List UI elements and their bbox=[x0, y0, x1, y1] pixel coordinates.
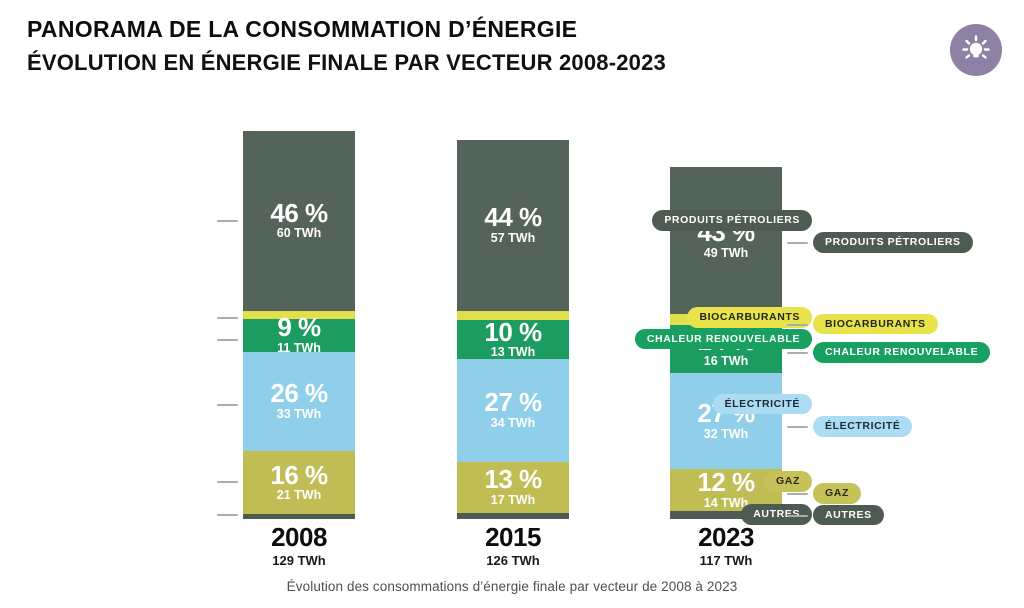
bar-segment-biocarburants-2015 bbox=[457, 311, 569, 321]
segment-twh-label: 17 TWh bbox=[490, 492, 536, 507]
segment-twh-label: 34 TWh bbox=[490, 416, 536, 431]
bar-segment-autres-2015 bbox=[457, 512, 569, 519]
chart-caption: Évolution des consommations d’énergie fi… bbox=[286, 579, 738, 594]
callout-connector-electricite-left bbox=[217, 403, 238, 406]
segment-twh-label: 60 TWh bbox=[276, 226, 322, 241]
callout-electricite-left: ÉLECTRICITÉ bbox=[712, 393, 812, 414]
segment-twh-label: 33 TWh bbox=[276, 406, 322, 421]
page-subtitle: ÉVOLUTION EN ÉNERGIE FINALE PAR VECTEUR … bbox=[27, 50, 666, 75]
callout-connector-biocarburants-right bbox=[787, 323, 808, 326]
page-title: PANORAMA DE LA CONSOMMATION D’ÉNERGIE bbox=[27, 16, 578, 42]
segment-pct-label: 9 % bbox=[277, 312, 321, 343]
lightbulb-icon bbox=[950, 24, 1002, 76]
callout-autres-left: AUTRES bbox=[741, 504, 812, 525]
segment-pct-label: 10 % bbox=[484, 316, 542, 347]
segment-twh-label: 14 TWh bbox=[703, 495, 749, 510]
callout-biocarburants-left: BIOCARBURANTS bbox=[687, 307, 812, 328]
segment-twh-label: 13 TWh bbox=[490, 345, 536, 360]
callout-chaleur-left: CHALEUR RENOUVELABLE bbox=[634, 328, 812, 349]
year-total-label: 129 TWh bbox=[272, 553, 326, 568]
callout-gaz-right: GAZ bbox=[813, 483, 861, 504]
axis-year-2008: 2008 129 TWh bbox=[219, 524, 379, 568]
segment-pct-label: 44 % bbox=[484, 202, 542, 233]
segment-twh-label: 11 TWh bbox=[277, 340, 321, 355]
bar-segment-electricite-2023: 27 %32 TWh bbox=[670, 372, 782, 470]
callout-connector-electricite-right bbox=[787, 426, 808, 428]
callout-connector-petroliers-left bbox=[217, 220, 238, 222]
bar-segment-gaz-2015: 13 % 17 TWh bbox=[457, 461, 569, 513]
bar-segment-autres-2008 bbox=[243, 514, 355, 519]
callout-petroliers-right: PRODUITS PÉTROLIERS bbox=[813, 232, 973, 253]
year-total-label: 117 TWh bbox=[699, 553, 753, 568]
bar-segment-chaleur-2008: 9 % 11 TWh bbox=[243, 314, 355, 355]
segment-pct-label: 16 % bbox=[270, 459, 328, 490]
segment-pct-label: 12 % bbox=[697, 467, 755, 498]
callout-connector-biocarburants-left bbox=[217, 317, 238, 319]
segment-twh-label: 16 TWh bbox=[703, 354, 749, 369]
callout-gaz-left: GAZ bbox=[764, 471, 812, 492]
segment-twh-label: 21 TWh bbox=[276, 488, 322, 503]
callout-connector-chaleur-right bbox=[787, 352, 808, 354]
year-label: 2008 bbox=[271, 522, 327, 552]
segment-pct-label: 13 % bbox=[484, 464, 542, 495]
bar-segment-gaz-2008: 16 % 21 TWh bbox=[243, 451, 355, 515]
year-total-label: 126 TWh bbox=[486, 553, 540, 568]
axis-year-2023: 2023 117 TWh bbox=[646, 524, 806, 568]
year-label: 2023 bbox=[698, 522, 754, 552]
callout-connector-autres-left bbox=[217, 514, 238, 516]
bar-segment-electricite-2015: 27 % 34 TWh bbox=[457, 359, 569, 462]
callout-petroliers-left: PRODUITS PÉTROLIERS bbox=[652, 210, 812, 231]
bar-2008: 46 % 60 TWh 9 % 11 TWh 26 % 33 TWh 16 % 21 TWh bbox=[243, 130, 355, 519]
bar-segment-chaleur-2015: 10 % 13 TWh bbox=[457, 316, 569, 360]
segment-pct-label: 46 % bbox=[270, 197, 328, 228]
bar-2015: 44 % 57 TWh 10 % 13 TWh 27 % 34 TWh 13 % 17 TWh bbox=[457, 139, 569, 519]
callout-chaleur-right: CHALEUR RENOUVELABLE bbox=[813, 342, 991, 363]
segment-twh-label: 32 TWh bbox=[703, 426, 749, 441]
bar-segment-petroliers-2008: 46 % 60 TWh bbox=[243, 130, 355, 312]
callout-connector-gaz-left bbox=[217, 481, 238, 483]
callout-connector-chaleur-left bbox=[217, 338, 238, 341]
callout-connector-petroliers-right bbox=[787, 242, 808, 244]
bar-segment-gaz-2023: 12 % 14 TWh bbox=[670, 467, 782, 512]
bar-segment-electricite-2008: 26 % 33 TWh bbox=[243, 351, 355, 452]
bar-segment-autres-2023 bbox=[670, 511, 782, 519]
segment-twh-label: 57 TWh bbox=[490, 230, 536, 245]
callout-connector-autres-right bbox=[787, 514, 808, 517]
callout-autres-right: AUTRES bbox=[813, 504, 884, 525]
segment-pct-label: 26 % bbox=[270, 378, 328, 409]
axis-year-2015: 2015 126 TWh bbox=[433, 524, 593, 568]
callout-electricite-right: ÉLECTRICITÉ bbox=[813, 416, 913, 437]
segment-twh-label: 49 TWh bbox=[703, 245, 749, 260]
callout-connector-gaz-right bbox=[787, 493, 808, 495]
year-label: 2015 bbox=[485, 522, 541, 552]
segment-pct-label: 27 % bbox=[484, 387, 542, 418]
callout-biocarburants-right: BIOCARBURANTS bbox=[813, 313, 938, 334]
bar-segment-petroliers-2015: 44 % 57 TWh bbox=[457, 139, 569, 312]
bar-segment-petroliers-2023: 43 % 49 TWh bbox=[670, 166, 782, 315]
bar-segment-biocarburants-2008 bbox=[243, 311, 355, 319]
